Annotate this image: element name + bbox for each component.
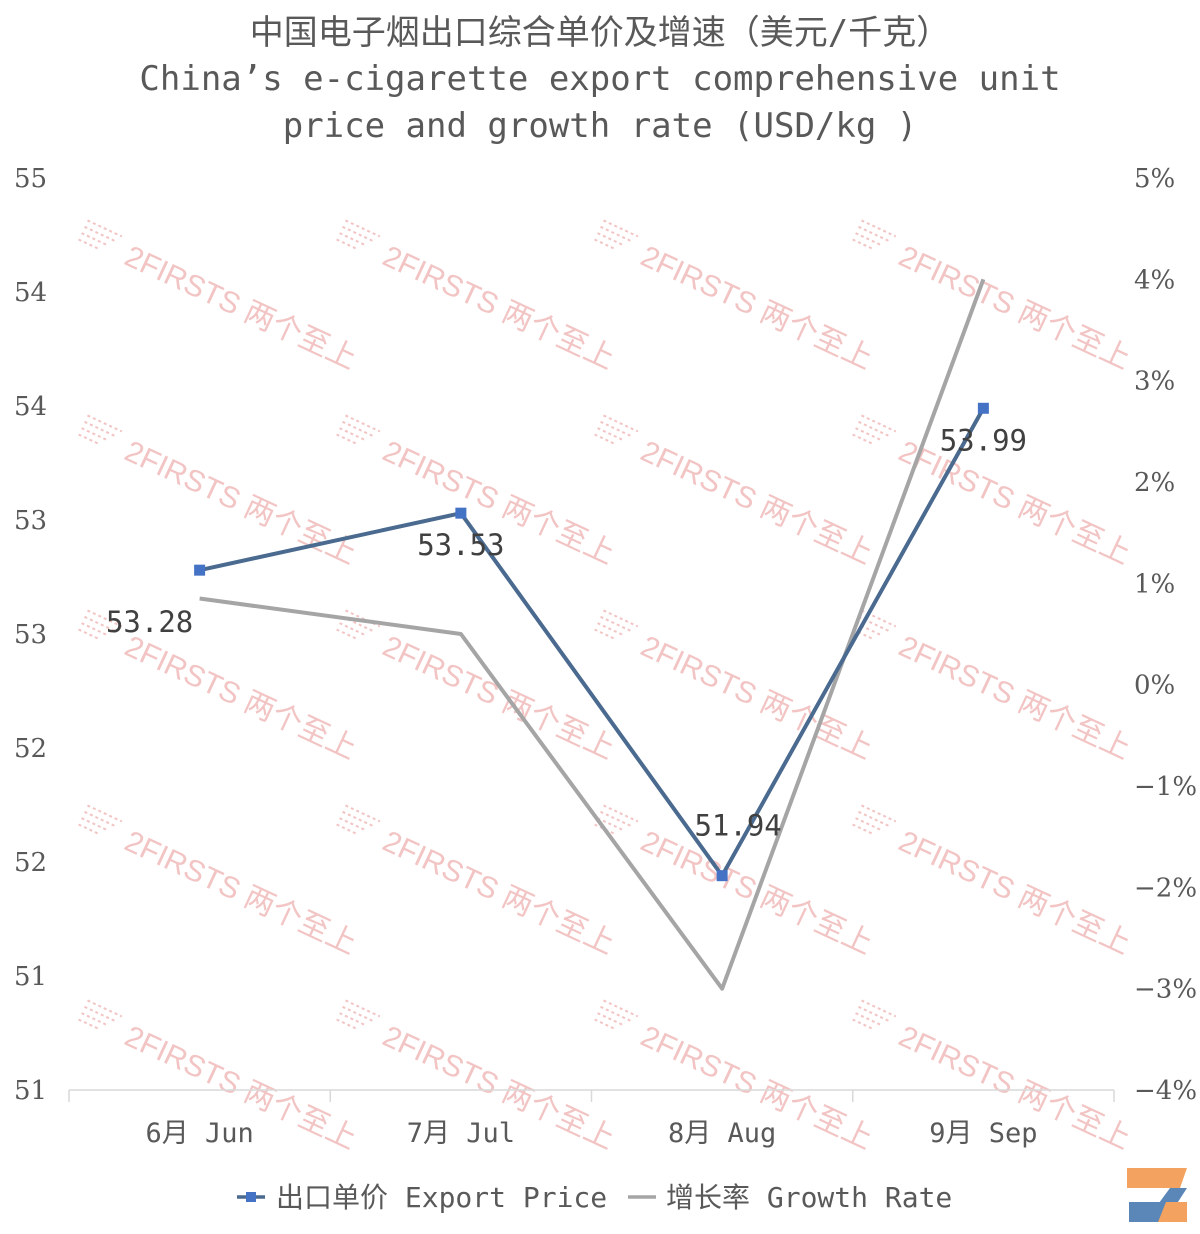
svg-text:2FIRSTS 两个至上: 2FIRSTS 两个至上: [894, 630, 1136, 766]
left-tick-label: 55: [14, 164, 47, 194]
left-tick-label: 53: [14, 506, 47, 536]
svg-text:2FIRSTS 两个至上: 2FIRSTS 两个至上: [378, 240, 620, 376]
svg-text:2FIRSTS 两个至上: 2FIRSTS 两个至上: [894, 240, 1136, 376]
data-label: 51.94: [694, 809, 781, 843]
right-tick-label: −1%: [1134, 772, 1197, 802]
watermark: 2FIRSTS 两个至上: [336, 804, 620, 961]
series-line-growth-rate: [199, 278, 986, 991]
data-labels: 53.28 53.53 51.94 53.99: [106, 423, 1027, 842]
2firsts-logo-icon: [1125, 1166, 1187, 1222]
left-tick-label: 51: [14, 962, 47, 992]
series-line-export-price: [199, 407, 986, 878]
chart-title-en-line1: China’s e-cigarette export comprehensive…: [139, 59, 1060, 99]
watermark: 2FIRSTS 两个至上: [594, 219, 878, 376]
svg-text:2FIRSTS 两个至上: 2FIRSTS 两个至上: [894, 825, 1136, 961]
watermark: 2FIRSTS 两个至上: [852, 804, 1136, 961]
watermark: 2FIRSTS 两个至上: [852, 609, 1136, 766]
x-tick-label: 6月 Jun: [145, 1118, 253, 1149]
left-tick-label: 52: [14, 734, 47, 764]
legend-label-export-price: 出口单价 Export Price: [276, 1181, 607, 1214]
left-tick-label: 53: [14, 620, 47, 650]
watermark: 2FIRSTS 两个至上: [852, 219, 1136, 376]
svg-text:2FIRSTS 两个至上: 2FIRSTS 两个至上: [378, 825, 620, 961]
x-tick-label: 7月 Jul: [407, 1118, 515, 1149]
export-price-marker: [194, 564, 206, 576]
x-axis: 6月 Jun 7月 Jul 8月 Aug 9月 Sep: [68, 1090, 1115, 1149]
right-tick-label: 3%: [1134, 367, 1175, 397]
series-layer: [194, 278, 989, 991]
left-tick-label: 54: [14, 278, 47, 308]
export-price-marker: [977, 402, 989, 414]
watermark: 2FIRSTS 两个至上: [78, 219, 362, 376]
right-tick-label: 5%: [1134, 164, 1175, 194]
left-tick-label: 52: [14, 848, 47, 878]
left-axis: 55 54 54 53 53 52 52 51 51: [14, 164, 47, 1106]
watermark-layer: 2FIRSTS 两个至上 2FIRSTS 两个至上 2FIRSTS 两个至上 2FIR…: [78, 219, 1136, 1156]
svg-text:2FIRSTS 两个至上: 2FIRSTS 两个至上: [120, 435, 362, 571]
right-axis: 5% 4% 3% 2% 1% 0% −1% −2% −3% −4%: [1134, 164, 1197, 1106]
svg-text:2FIRSTS 两个至上: 2FIRSTS 两个至上: [120, 825, 362, 961]
chart-title-en-line2: price and growth rate (USD/kg ): [283, 106, 918, 146]
left-tick-label: 54: [14, 392, 47, 422]
export-price-marker: [716, 870, 728, 882]
watermark: 2FIRSTS 两个至上: [594, 414, 878, 571]
right-tick-label: −2%: [1134, 873, 1197, 903]
right-tick-label: 1%: [1134, 569, 1175, 599]
legend-marker-export-price: [246, 1192, 256, 1202]
data-label: 53.28: [106, 605, 193, 639]
data-label: 53.99: [940, 423, 1027, 457]
watermark: 2FIRSTS 两个至上: [78, 414, 362, 571]
right-tick-label: −3%: [1134, 975, 1197, 1005]
right-tick-label: 0%: [1134, 671, 1175, 701]
svg-text:2FIRSTS 两个至上: 2FIRSTS 两个至上: [378, 630, 620, 766]
svg-text:2FIRSTS 两个至上: 2FIRSTS 两个至上: [636, 630, 878, 766]
legend-label-growth-rate: 增长率 Growth Rate: [666, 1181, 952, 1214]
right-tick-label: −4%: [1134, 1076, 1197, 1106]
svg-text:2FIRSTS 两个至上: 2FIRSTS 两个至上: [120, 630, 362, 766]
right-tick-label: 4%: [1134, 265, 1175, 295]
svg-text:2FIRSTS 两个至上: 2FIRSTS 两个至上: [636, 435, 878, 571]
svg-text:2FIRSTS 两个至上: 2FIRSTS 两个至上: [120, 240, 362, 376]
x-tick-label: 9月 Sep: [929, 1118, 1037, 1149]
legend: 出口单价 Export Price 增长率 Growth Rate: [237, 1181, 952, 1214]
chart-title-zh: 中国电子烟出口综合单价及增速（美元/千克）: [250, 13, 950, 53]
watermark: 2FIRSTS 两个至上: [336, 219, 620, 376]
watermark: 2FIRSTS 两个至上: [336, 609, 620, 766]
svg-text:2FIRSTS 两个至上: 2FIRSTS 两个至上: [636, 240, 878, 376]
left-tick-label: 51: [14, 1076, 47, 1106]
right-tick-label: 2%: [1134, 468, 1175, 498]
data-label: 53.53: [417, 528, 504, 562]
x-tick-label: 8月 Aug: [668, 1118, 776, 1149]
export-price-marker: [455, 507, 467, 519]
watermark: 2FIRSTS 两个至上: [78, 804, 362, 961]
